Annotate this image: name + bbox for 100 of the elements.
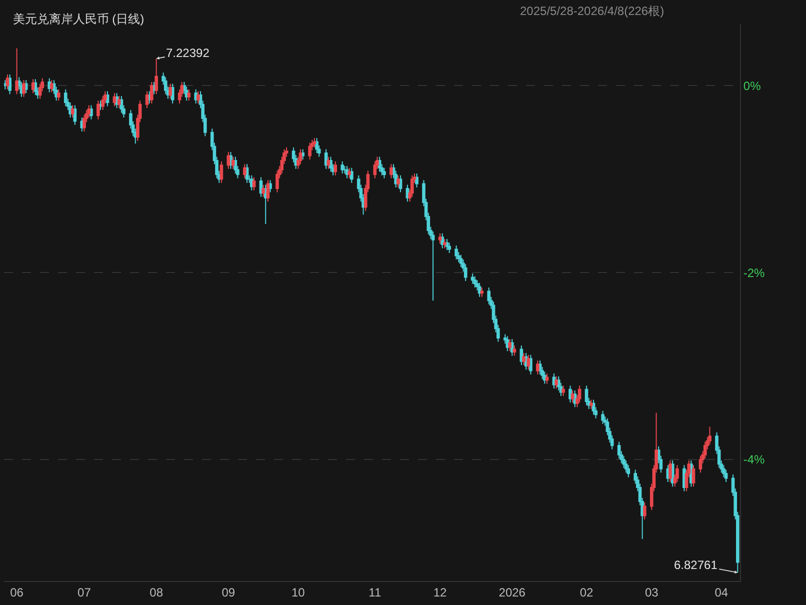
candlestick xyxy=(276,170,279,193)
candlestick xyxy=(508,338,512,352)
candlestick xyxy=(626,464,630,478)
candlestick xyxy=(473,276,477,288)
candlestick xyxy=(8,74,12,95)
annotation: 6.82761 xyxy=(674,558,718,572)
candlestick xyxy=(196,90,200,104)
candlestick xyxy=(443,238,446,249)
candlestick xyxy=(4,80,7,90)
candlestick xyxy=(478,282,482,298)
candlestick xyxy=(168,83,172,100)
candlestick xyxy=(301,148,304,160)
x-tick-label: 04 xyxy=(714,585,728,600)
candlestick xyxy=(584,385,588,406)
candlestick xyxy=(568,385,572,403)
x-tick-label: 09 xyxy=(222,585,236,600)
candlestick xyxy=(315,138,318,154)
candlestick xyxy=(529,354,532,375)
candlestick xyxy=(48,78,52,93)
candlestick xyxy=(373,160,377,179)
candlestick xyxy=(15,48,18,95)
candlestick xyxy=(617,441,621,460)
candlestick xyxy=(487,287,491,305)
y-tick-label: -2% xyxy=(743,266,766,280)
candlestick xyxy=(234,156,238,174)
candlestick xyxy=(703,441,707,460)
candlestick xyxy=(340,160,344,174)
candlestick xyxy=(82,114,86,132)
y-tick-label: -4% xyxy=(743,452,766,467)
candlestick xyxy=(642,502,646,520)
candlestick xyxy=(554,376,558,389)
candlestick xyxy=(708,426,712,446)
candlestick xyxy=(438,232,442,244)
candlestick xyxy=(480,287,484,298)
candlestick xyxy=(226,152,230,170)
candlestick xyxy=(590,399,593,410)
candlestick xyxy=(31,78,35,94)
candlestick xyxy=(622,455,626,468)
x-tick-label: 10 xyxy=(291,585,306,600)
candlestick xyxy=(578,385,582,403)
candlestick xyxy=(470,273,474,284)
candlestick xyxy=(68,102,72,118)
candlestick xyxy=(70,104,74,118)
candlestick xyxy=(396,174,400,188)
candlestick xyxy=(243,164,246,179)
candlestick xyxy=(724,469,728,482)
candlestick xyxy=(170,83,174,104)
candlestick xyxy=(264,184,268,224)
candlestick xyxy=(348,167,351,179)
candlestick xyxy=(6,74,10,90)
candlestick xyxy=(250,174,254,191)
annotation: 7.22392 xyxy=(166,46,210,60)
candlestick xyxy=(90,104,93,120)
x-tick-label: 2026 xyxy=(498,585,526,600)
candlestick xyxy=(329,156,332,172)
candlestick xyxy=(448,242,451,254)
candlestick xyxy=(536,360,540,375)
x-tick-label: 11 xyxy=(368,585,382,600)
candlestick xyxy=(298,148,302,165)
candlestick xyxy=(543,371,546,384)
chart-title: 美元兑离岸人民币 (日线) xyxy=(12,12,144,26)
candlestick xyxy=(676,464,679,482)
candlestick xyxy=(194,88,198,104)
candlestick xyxy=(440,232,444,249)
candlestick xyxy=(601,410,604,424)
candlestick xyxy=(187,88,191,102)
candlestick xyxy=(390,164,393,179)
candlestick xyxy=(312,138,316,148)
y-tick-label: 0% xyxy=(743,78,762,93)
candlestick xyxy=(382,167,386,179)
candlestick xyxy=(545,373,549,384)
candlestick xyxy=(326,156,330,170)
candlestick xyxy=(50,80,54,93)
x-tick-label: 08 xyxy=(150,585,164,600)
x-tick-label: 12 xyxy=(433,585,448,600)
candlestick xyxy=(343,166,346,174)
candlestick xyxy=(431,230,435,302)
candlestick xyxy=(22,80,26,98)
x-tick-label: 03 xyxy=(644,585,659,600)
candlestick xyxy=(164,76,168,95)
candlestick xyxy=(350,167,354,184)
candlestick xyxy=(415,173,418,188)
candlestick xyxy=(562,385,565,396)
candlestick xyxy=(722,464,726,478)
candlestick xyxy=(220,160,224,184)
candlestick xyxy=(252,176,256,191)
candlestick xyxy=(459,254,463,268)
candlestick xyxy=(464,264,468,282)
candlestick xyxy=(64,88,68,107)
candlestick xyxy=(56,88,60,102)
candlestick xyxy=(308,142,312,160)
candlestick xyxy=(334,160,338,176)
candlestick xyxy=(512,344,516,356)
x-tick-label: 02 xyxy=(580,585,594,600)
candlestick xyxy=(117,95,121,109)
x-tick-label: 07 xyxy=(78,585,92,600)
candlestick xyxy=(698,455,702,474)
candlestick xyxy=(87,104,91,118)
candlestick xyxy=(410,174,414,198)
candlestick xyxy=(624,460,628,474)
